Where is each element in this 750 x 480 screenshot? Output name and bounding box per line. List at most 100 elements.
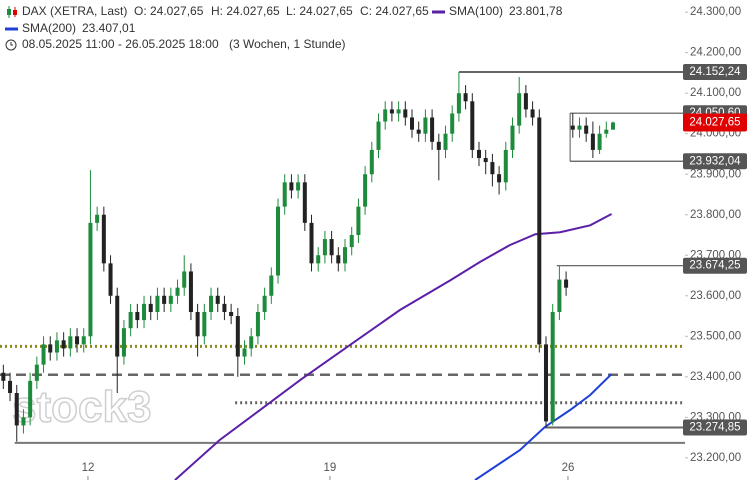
period-note: (3 Wochen, 1 Stunde) xyxy=(229,37,346,51)
candle-body xyxy=(282,182,287,207)
candle-body xyxy=(202,311,207,337)
candle-body xyxy=(95,214,100,223)
candle-body xyxy=(242,348,247,357)
candle-body xyxy=(316,255,321,264)
candle-body xyxy=(61,340,66,349)
candle-body xyxy=(34,364,39,381)
candle-body xyxy=(21,417,26,426)
header-background xyxy=(0,3,430,53)
candle-body xyxy=(168,295,173,304)
legend-value: 23.407,01 xyxy=(82,21,136,35)
candle-body xyxy=(590,133,595,150)
candle-body xyxy=(356,206,361,235)
candle-body xyxy=(416,129,421,134)
candle-body xyxy=(396,109,401,114)
candle-body xyxy=(101,214,106,264)
level-label: 23.932,04 xyxy=(689,155,741,167)
title-icon xyxy=(13,10,17,15)
candle-body xyxy=(376,121,381,150)
candle-body xyxy=(81,336,86,345)
y-tick-label: 23.900,00 xyxy=(690,168,741,180)
candle-body xyxy=(530,109,535,118)
candle-body xyxy=(430,117,435,142)
sma-line xyxy=(174,213,613,480)
candle-body xyxy=(409,117,415,130)
candle-body xyxy=(108,263,113,296)
legend-label: SMA(200) xyxy=(22,21,76,35)
candle-body xyxy=(490,162,495,175)
candle-body xyxy=(175,287,180,296)
candle-body xyxy=(48,344,53,353)
ohlc-label: O: 24.027,65 xyxy=(134,4,204,18)
level-label-box xyxy=(683,419,747,436)
candle-body xyxy=(309,222,314,264)
price-label: 24.027,65 xyxy=(689,117,740,129)
candle-body xyxy=(8,380,13,394)
candle-body xyxy=(329,239,334,256)
candle-body xyxy=(470,101,475,150)
candle-body xyxy=(296,182,301,191)
legend: SMA(100) 23.801,78 SMA(200) 23.407,01 xyxy=(5,4,563,35)
header: DAX (XETRA, Last) O: 24.027,65 H: 24.027… xyxy=(0,3,563,53)
candle-body xyxy=(215,295,220,304)
y-tick-label: 23.400,00 xyxy=(690,371,741,383)
level-label: 23.274,85 xyxy=(689,422,740,434)
sma-line xyxy=(474,373,613,480)
candle-body xyxy=(383,109,388,122)
period: 08.05.2025 11:00 - 26.05.2025 18:00 xyxy=(22,37,219,51)
candle-body xyxy=(14,393,19,426)
y-tick-label: 23.700,00 xyxy=(690,249,741,261)
candle-body xyxy=(115,295,120,357)
candle-body xyxy=(537,117,542,345)
price-label-box xyxy=(683,113,747,132)
candle-body xyxy=(188,271,193,312)
candle-body xyxy=(423,117,428,134)
candle-body xyxy=(343,247,348,264)
ohlc-label: L: 24.027,65 xyxy=(286,4,353,18)
ohlc-label: C: 24.027,65 xyxy=(360,4,429,18)
candle-body xyxy=(483,158,488,163)
candle-body xyxy=(148,303,153,312)
candle-body xyxy=(363,174,368,207)
candle-body xyxy=(28,380,33,418)
candle-body xyxy=(389,109,394,114)
clock-icon xyxy=(5,39,17,51)
candle-body xyxy=(610,122,615,130)
candle-body xyxy=(463,93,468,102)
candle-body xyxy=(155,295,160,312)
candle-body xyxy=(322,239,327,256)
candle-body xyxy=(336,255,341,264)
candle-body xyxy=(302,182,307,223)
y-tick-label: 24.300,00 xyxy=(690,6,741,18)
candle-body xyxy=(523,93,528,110)
candle-body xyxy=(456,93,461,114)
candle-body xyxy=(503,149,508,183)
candle-body xyxy=(229,311,234,317)
candle-body xyxy=(577,125,582,130)
candle-body xyxy=(255,311,260,337)
level-label-box xyxy=(683,64,747,81)
x-tick-label: 26 xyxy=(562,462,575,474)
candle-body xyxy=(195,311,200,337)
candle-body xyxy=(443,133,448,150)
candle-body xyxy=(135,311,140,321)
candle-body xyxy=(349,235,354,248)
y-tick-label: 23.600,00 xyxy=(690,290,741,302)
candle-body xyxy=(88,222,93,337)
level-label-box xyxy=(683,153,747,170)
clock-icon xyxy=(10,42,13,46)
y-tick-label: 23.800,00 xyxy=(690,209,741,221)
candle-body xyxy=(262,295,267,312)
candle-body xyxy=(269,275,274,296)
y-tick-label: 23.200,00 xyxy=(690,452,741,464)
candle-body xyxy=(249,336,254,349)
title-icon xyxy=(7,9,11,15)
candle-body xyxy=(121,328,126,357)
axis-layer: 23.200,0023.300,0023.400,0023.500,0023.6… xyxy=(82,6,747,480)
x-tick-label: 12 xyxy=(82,462,95,474)
y-tick-label: 23.500,00 xyxy=(690,330,741,342)
candle-body xyxy=(564,279,569,288)
candle-body xyxy=(75,336,80,345)
candle-body xyxy=(450,113,455,134)
legend-label: SMA(100) xyxy=(449,4,503,18)
